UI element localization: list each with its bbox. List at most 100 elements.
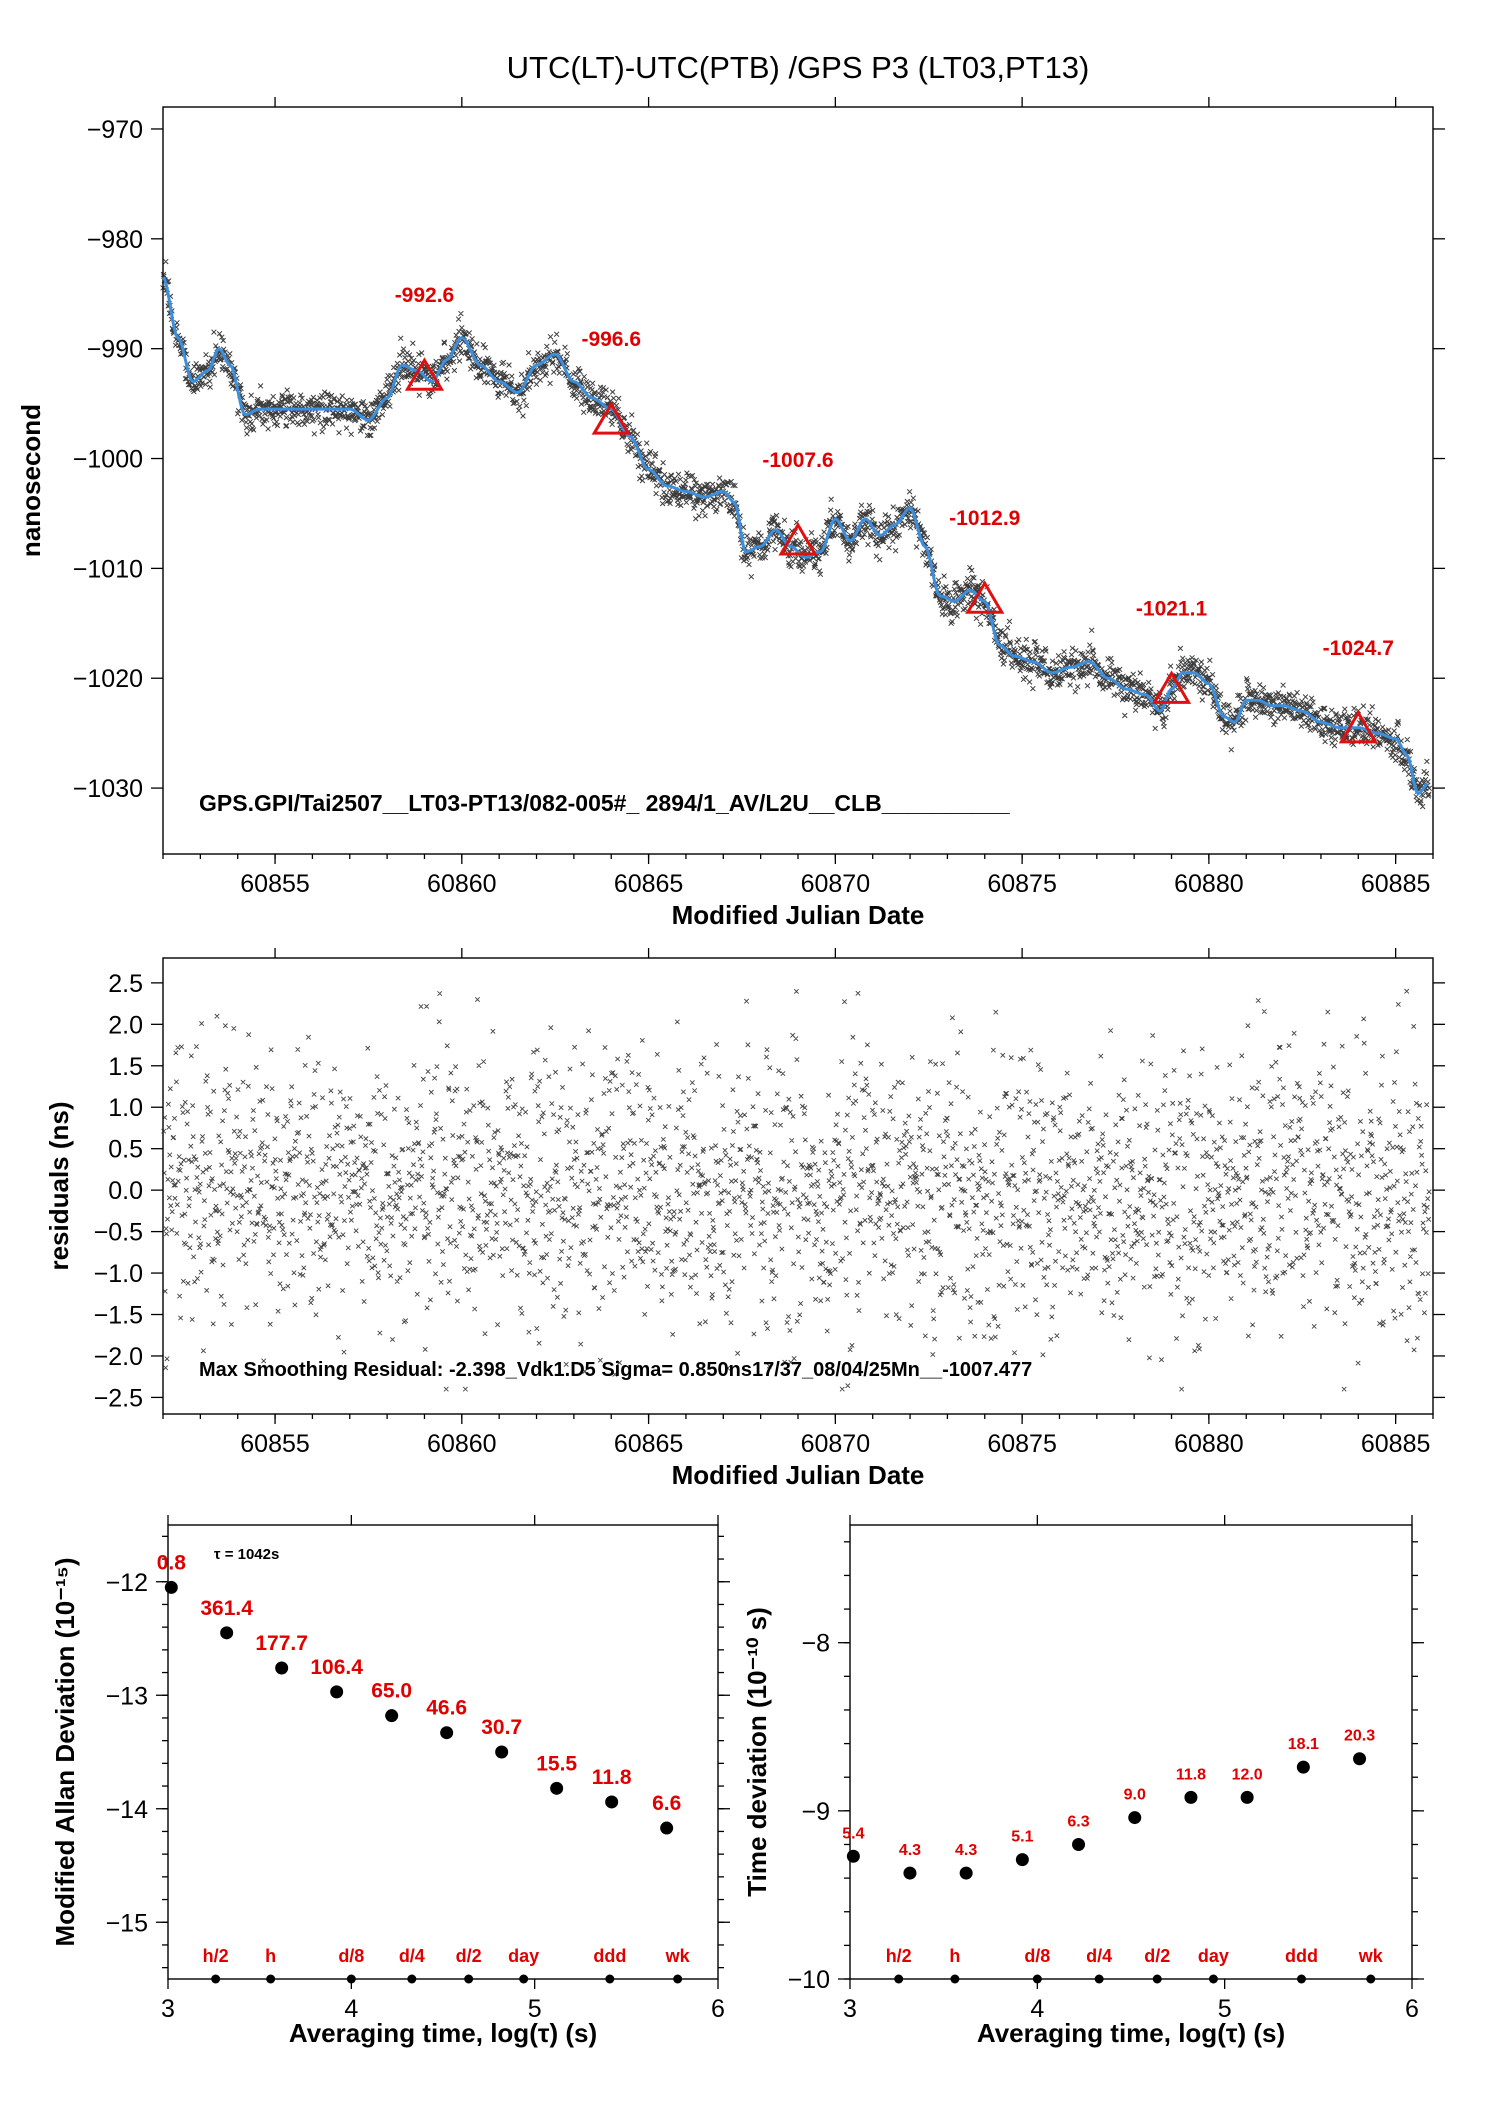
x-tick-label: 5 [528,1995,542,2023]
y-axis-label: nanosecond [16,404,46,557]
deviation-value-label: 18.1 [1288,1736,1319,1753]
deviation-point [1184,1790,1198,1804]
tau-note: τ = 1042s [214,1546,280,1563]
deviation-value-label: 4.3 [899,1842,921,1859]
deviation-value-label: 12.0 [1232,1766,1263,1783]
deviation-point [1072,1837,1086,1851]
deviation-point [1240,1790,1254,1804]
time-marker-dot [266,1974,276,1984]
y-tick-label: 1.5 [108,1053,143,1081]
x-tick-label: 60855 [240,870,310,898]
y-tick-label: −1.5 [94,1302,143,1330]
deviation-value-label: 5.4 [842,1825,864,1842]
deviation-point [440,1726,454,1740]
x-tick-label: 3 [843,1995,857,2023]
deviation-value-label: 20.3 [1344,1728,1375,1745]
y-axis-label: residuals (ns) [44,1101,74,1270]
x-axis-label: Averaging time, log(τ) (s) [289,2018,597,2048]
x-tick-label: 60885 [1361,870,1431,898]
y-tick-label: −14 [106,1796,149,1824]
time-marker-label: ddd [593,1946,626,1966]
deviation-point [1015,1853,1029,1867]
deviation-point [1353,1752,1367,1766]
y-tick-label: −980 [87,226,143,254]
marker-value-label: -992.6 [395,284,455,307]
x-tick-label: 60860 [427,870,497,898]
x-tick-label: 60860 [427,1430,497,1458]
time-marker-dot [1032,1974,1042,1984]
y-tick-label: 0.5 [108,1136,143,1164]
x-axis-label: Averaging time, log(τ) (s) [977,2018,1285,2048]
x-tick-label: 60865 [614,870,684,898]
time-marker-dot [407,1974,417,1984]
deviation-point [959,1866,973,1880]
marker-triangle [591,401,631,435]
marker-value-label: -1024.7 [1323,637,1394,660]
time-marker-dot [464,1974,474,1984]
residual-points [161,988,1432,1392]
y-tick-label: −15 [106,1909,148,1937]
marker-triangle [1338,709,1378,744]
time-marker-label: d/8 [338,1946,364,1966]
time-marker-dot [894,1974,904,1984]
x-tick-label: 60875 [987,1430,1057,1458]
plot-frame [849,1524,1413,1980]
marker-value-label: -1021.1 [1136,597,1208,620]
deviation-point [275,1661,289,1675]
deviation-value-label: 4.3 [955,1842,977,1859]
x-tick-label: 60855 [240,1430,310,1458]
y-axis-label: Modified Allan Deviation (10⁻¹⁵) [50,1558,80,1947]
time-marker-label: ddd [1285,1946,1318,1966]
x-tick-label: 60880 [1174,870,1244,898]
time-marker-label: d/8 [1024,1946,1050,1966]
deviation-point [330,1685,344,1699]
marker-triangle [1151,670,1192,704]
time-marker-label: day [1198,1946,1229,1966]
deviation-value-label: 15.5 [536,1752,577,1775]
deviation-point [605,1795,619,1809]
time-marker-label: h [949,1946,960,1966]
time-marker-dot [950,1974,960,1984]
x-tick-label: 60880 [1174,1430,1244,1458]
deviation-value-label: 177.7 [255,1632,308,1655]
time-marker-dot [346,1974,356,1984]
modified-allan-deviation-panel: 3 4 5 6 −12 −13 −14 −15 Averaging time, log(τ) (… [50,1515,730,2048]
deviation-point [164,1580,178,1594]
x-tick-label: 4 [344,1995,358,2023]
x-tick-label: 60865 [614,1430,684,1458]
deviation-point [660,1821,674,1835]
marker-triangle [404,357,445,391]
y-tick-label: −1030 [73,775,143,803]
x-tick-label: 4 [1030,1995,1044,2023]
y-tick-label: −12 [106,1569,148,1597]
panel-footer: Max Smoothing Residual: -2.398_Vdk1.D5 S… [199,1359,1032,1381]
deviation-value-label: 5.1 [1011,1829,1033,1846]
time-marker-label: h [265,1946,276,1966]
deviation-value-label: 6.6 [652,1792,681,1815]
y-axis-label: Time deviation (10⁻¹⁰ s) [742,1607,772,1897]
x-tick-label: 6 [1405,1995,1419,2023]
deviation-point [903,1866,917,1880]
x-tick-label: 60885 [1361,1430,1431,1458]
y-tick-label: −1.0 [94,1260,143,1288]
y-tick-label: −10 [788,1966,830,1994]
x-axis-label: Modified Julian Date [672,1460,925,1490]
time-marker-label: h/2 [886,1946,912,1966]
y-tick-label: 2.0 [108,1011,143,1039]
marker-value-label: -996.6 [581,328,641,351]
time-marker-label: day [508,1946,539,1966]
y-tick-label: −9 [801,1798,830,1826]
time-deviation-panel: 3 4 5 6 −8 −9 −10 Averaging time, log(τ) (s) Tim… [742,1515,1424,2048]
deviation-point [495,1745,509,1759]
time-marker-dot [1296,1974,1306,1984]
x-axis-label: Modified Julian Date [672,900,925,930]
time-marker-dot [673,1974,683,1984]
x-tick-label: 60870 [801,1430,871,1458]
deviation-value-label: 65.0 [371,1680,412,1703]
marker-triangle [965,580,1005,614]
y-tick-label: −2.5 [94,1384,143,1412]
time-marker-label: wk [665,1946,691,1966]
x-tick-label: 3 [161,1995,175,2023]
deviation-point [846,1849,860,1863]
